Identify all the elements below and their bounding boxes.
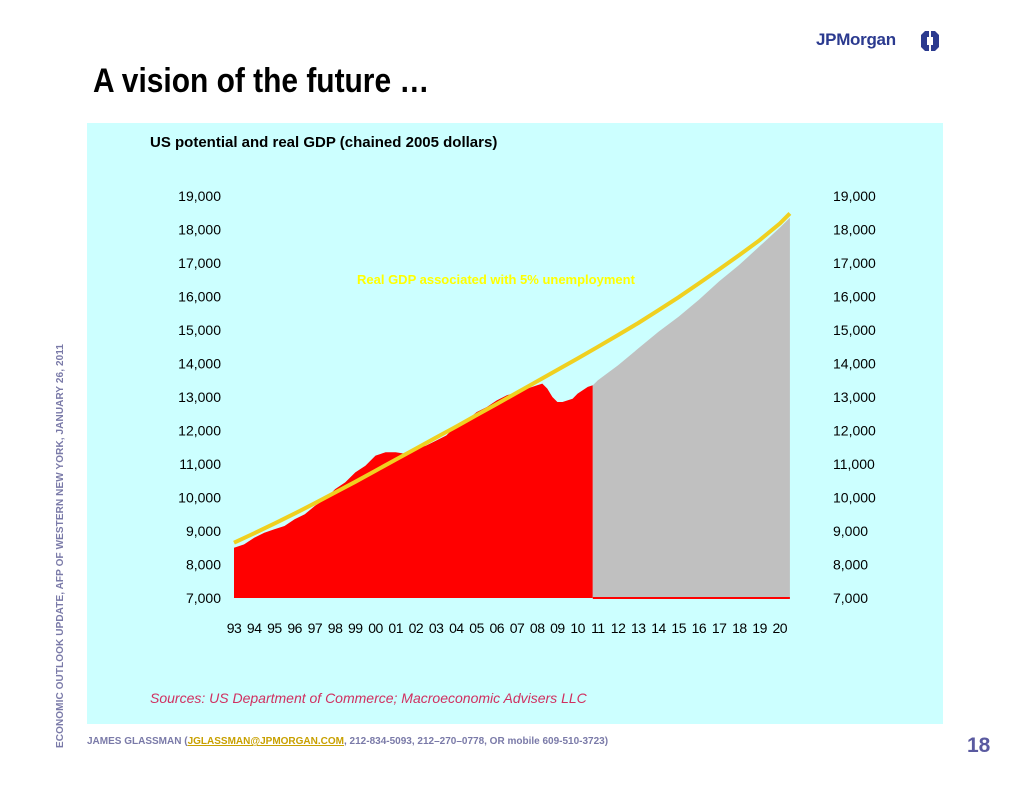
y-tick-right-label: 11,000: [833, 456, 875, 472]
y-tick-left-label: 18,000: [178, 222, 221, 238]
y-tick-left-label: 12,000: [178, 423, 221, 439]
footer-contact: JAMES GLASSMAN (JGLASSMAN@JPMORGAN.COM, …: [87, 736, 608, 747]
y-tick-left-label: 17,000: [178, 255, 221, 271]
x-tick-label: 13: [631, 620, 646, 636]
x-tick-label: 19: [752, 620, 767, 636]
y-tick-right-label: 13,000: [833, 389, 876, 405]
y-tick-right-label: 7,000: [833, 590, 868, 606]
x-tick-label: 95: [267, 620, 282, 636]
x-tick-label: 20: [772, 620, 787, 636]
source-note: Sources: US Department of Commerce; Macr…: [150, 690, 588, 706]
y-tick-right-label: 18,000: [833, 222, 876, 238]
footer-name: JAMES GLASSMAN (: [87, 736, 188, 747]
y-tick-right-label: 9,000: [833, 523, 868, 539]
y-tick-left-label: 10,000: [178, 490, 221, 506]
y-tick-right-label: 10,000: [833, 490, 876, 506]
x-tick-label: 04: [449, 620, 464, 636]
y-tick-left-label: 7,000: [186, 590, 221, 606]
y-tick-left-label: 19,000: [178, 188, 221, 204]
y-tick-right-label: 17,000: [833, 255, 876, 271]
y-tick-left-label: 16,000: [178, 289, 221, 305]
x-tick-label: 08: [530, 620, 545, 636]
y-tick-right-label: 14,000: [833, 356, 876, 372]
page-number: 18: [967, 734, 991, 757]
x-tick-label: 14: [651, 620, 666, 636]
x-tick-label: 12: [611, 620, 626, 636]
x-tick-label: 09: [550, 620, 565, 636]
footer-email-link[interactable]: JGLASSMAN@JPMORGAN.COM: [187, 736, 344, 747]
potential-gdp-line: [233, 211, 792, 545]
x-tick-label: 07: [510, 620, 525, 636]
y-tick-left-label: 9,000: [186, 523, 221, 539]
y-tick-right-label: 15,000: [833, 322, 876, 338]
chart-title: US potential and real GDP (chained 2005 …: [150, 134, 497, 151]
y-tick-left-label: 11,000: [179, 456, 221, 472]
y-tick-left-label: 15,000: [178, 322, 221, 338]
x-tick-label: 98: [328, 620, 343, 636]
y-axis-left: 7,000 8,000 9,000 10,000 11,000 12,000 13,000 1…: [178, 188, 221, 606]
jpmorgan-logo-text: JPMorgan: [816, 30, 896, 49]
x-tick-label: 16: [692, 620, 707, 636]
x-tick-label: 97: [308, 620, 323, 636]
x-tick-label: 00: [368, 620, 383, 636]
y-tick-right-label: 12,000: [833, 423, 876, 439]
real-gdp-area: [234, 383, 593, 598]
y-tick-right-label: 8,000: [833, 557, 868, 573]
y-tick-right-label: 19,000: [833, 188, 876, 204]
x-tick-label: 18: [732, 620, 747, 636]
x-tick-label: 15: [671, 620, 686, 636]
x-tick-label: 10: [570, 620, 585, 636]
forecast-gdp-area: [592, 217, 790, 599]
x-tick-label: 17: [712, 620, 727, 636]
slide-title: A vision of the future …: [93, 62, 430, 100]
x-tick-label: 03: [429, 620, 444, 636]
y-tick-left-label: 14,000: [178, 356, 221, 372]
annotation-label: Real GDP associated with 5% unemployment: [357, 272, 636, 287]
y-tick-left-label: 13,000: [178, 389, 221, 405]
x-tick-label: 99: [348, 620, 363, 636]
x-tick-label: 96: [287, 620, 302, 636]
side-caption: ECONOMIC OUTLOOK UPDATE, AFP OF WESTERN …: [55, 343, 66, 748]
gdp-chart: US potential and real GDP (chained 2005 …: [150, 134, 876, 706]
x-axis: 93 94 95 96 97 98 99 00 01 02 03 04 05 06 07 08 09 10 11 12…: [227, 620, 789, 636]
x-tick-label: 11: [591, 620, 605, 636]
x-tick-label: 06: [489, 620, 504, 636]
y-tick-right-label: 16,000: [833, 289, 876, 305]
footer-phone: , 212-834-5093, 212–270–0778, OR mobile …: [344, 736, 609, 747]
x-tick-label: 05: [469, 620, 484, 636]
jpmorgan-octagon-icon: [921, 30, 939, 52]
x-tick-label: 94: [247, 620, 262, 636]
x-tick-label: 01: [388, 620, 403, 636]
x-tick-label: 93: [227, 620, 242, 636]
y-tick-left-label: 8,000: [186, 557, 221, 573]
x-tick-label: 02: [409, 620, 424, 636]
y-axis-right: 7,000 8,000 9,000 10,000 11,000 12,000 13,000 1…: [833, 188, 876, 606]
